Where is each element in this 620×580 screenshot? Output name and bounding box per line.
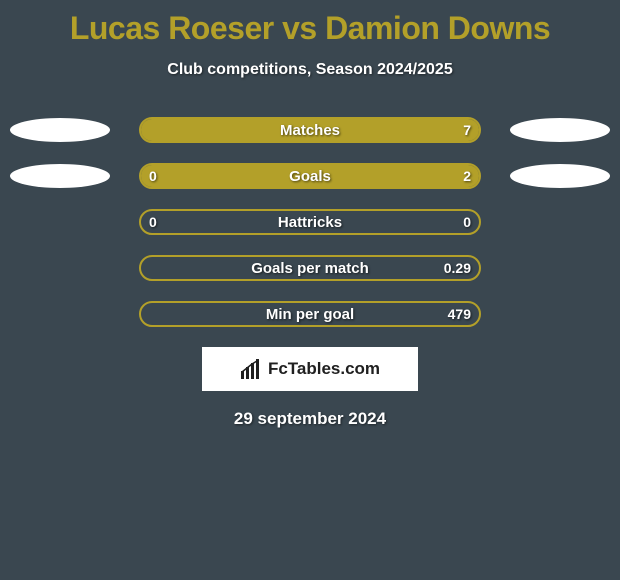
stat-label: Matches xyxy=(141,122,479,139)
stat-value-right: 0 xyxy=(463,214,471,230)
stat-row: 0Goals2 xyxy=(0,163,620,189)
stat-label: Goals xyxy=(141,168,479,185)
bars-icon xyxy=(240,359,262,379)
stat-bar: Goals per match0.29 xyxy=(139,255,481,281)
stat-row: Matches7 xyxy=(0,117,620,143)
stat-bar: 0Hattricks0 xyxy=(139,209,481,235)
stat-bar: Min per goal479 xyxy=(139,301,481,327)
player-right-ellipse xyxy=(510,118,610,142)
stat-row: Goals per match0.29 xyxy=(0,255,620,281)
stat-bar: 0Goals2 xyxy=(139,163,481,189)
stat-value-right: 0.29 xyxy=(444,260,471,276)
stat-label: Goals per match xyxy=(141,260,479,277)
branding-box: FcTables.com xyxy=(202,347,418,391)
subtitle: Club competitions, Season 2024/2025 xyxy=(0,61,620,79)
stat-value-right: 2 xyxy=(463,168,471,184)
player-right-ellipse xyxy=(510,164,610,188)
date-text: 29 september 2024 xyxy=(0,409,620,429)
player-left-ellipse xyxy=(10,118,110,142)
stats-container: Matches70Goals20Hattricks0Goals per matc… xyxy=(0,117,620,327)
stat-bar: Matches7 xyxy=(139,117,481,143)
stat-value-right: 479 xyxy=(448,306,471,322)
stat-label: Hattricks xyxy=(141,214,479,231)
branding-text: FcTables.com xyxy=(268,359,380,379)
stat-row: 0Hattricks0 xyxy=(0,209,620,235)
player-left-ellipse xyxy=(10,164,110,188)
stat-value-right: 7 xyxy=(463,122,471,138)
stat-row: Min per goal479 xyxy=(0,301,620,327)
stat-label: Min per goal xyxy=(141,306,479,323)
page-title: Lucas Roeser vs Damion Downs xyxy=(0,0,620,47)
